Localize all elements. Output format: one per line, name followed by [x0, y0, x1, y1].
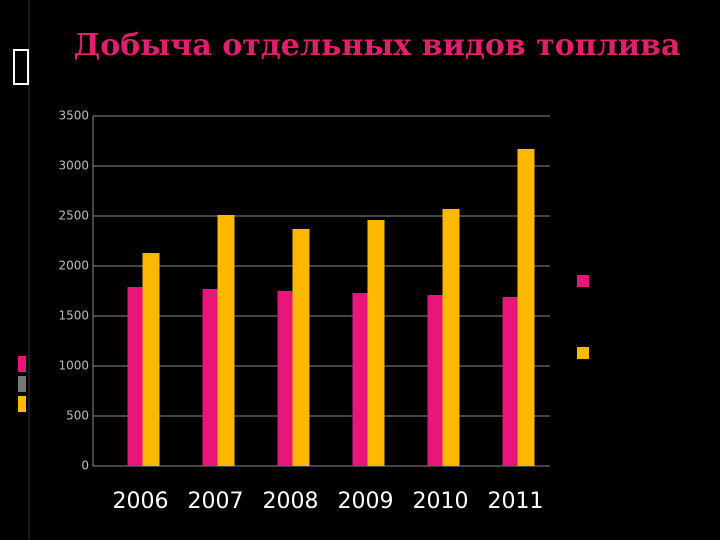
bar — [127, 287, 143, 466]
bar — [442, 209, 460, 466]
y-tick-label: 1000 — [58, 359, 89, 373]
x-tick-label: 2006 — [113, 489, 169, 514]
bar — [217, 215, 235, 466]
y-tick-label: 1500 — [58, 309, 89, 323]
bar — [502, 297, 518, 466]
x-tick-label: 2011 — [488, 489, 544, 514]
y-tick-label: 2000 — [58, 259, 89, 273]
x-tick-label: 2009 — [338, 489, 394, 514]
x-tick-label: 2007 — [188, 489, 244, 514]
bar — [202, 289, 218, 466]
decor-square — [18, 356, 26, 372]
decor-square — [18, 396, 26, 412]
bar — [142, 253, 160, 466]
decor-square — [18, 376, 26, 392]
y-tick-label: 2500 — [58, 209, 89, 223]
y-tick-label: 3000 — [58, 159, 89, 173]
decor-box — [13, 49, 29, 85]
chart-title: Добыча отдельных видов топлива — [74, 28, 681, 63]
x-tick-label: 2008 — [263, 489, 319, 514]
legend-swatch — [577, 347, 589, 359]
y-tick-label: 3500 — [58, 109, 89, 123]
bar — [352, 293, 368, 466]
bar — [517, 149, 535, 466]
bar — [367, 220, 385, 466]
bar — [427, 295, 443, 466]
legend-swatch — [577, 275, 589, 287]
y-tick-label: 500 — [66, 409, 89, 423]
y-tick-label: 0 — [81, 459, 89, 473]
bar — [277, 291, 293, 466]
x-tick-label: 2010 — [413, 489, 469, 514]
bar — [292, 229, 310, 466]
